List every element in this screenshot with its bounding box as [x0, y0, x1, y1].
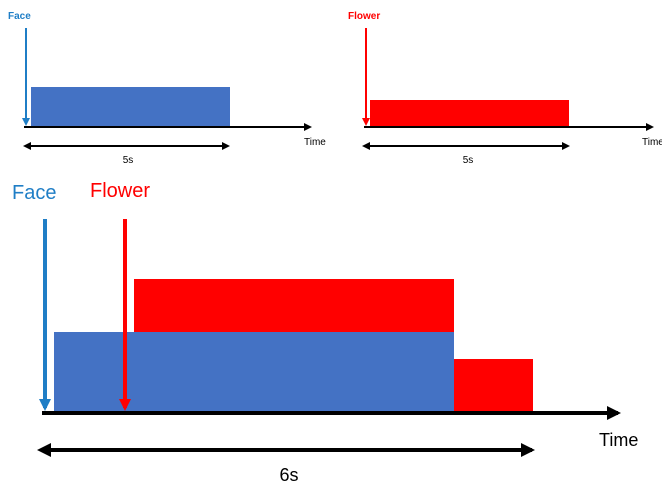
- duration-label: 6s: [279, 465, 298, 485]
- face-onset-label: Face: [12, 182, 56, 204]
- flower-stimulus-block: [370, 100, 569, 127]
- time-axis-label: Time: [304, 137, 326, 148]
- panel-face: Face Time 5s: [8, 11, 326, 166]
- flower-stimulus-tail: [454, 359, 533, 413]
- panel-combined: Face Flower Time 6s: [12, 180, 638, 485]
- panel-flower: Flower Time 5s: [348, 11, 662, 166]
- flower-stimulus-block: [134, 279, 454, 333]
- face-onset-label: Face: [8, 11, 31, 22]
- flower-onset-label: Flower: [348, 11, 380, 22]
- face-stimulus-block: [31, 87, 230, 127]
- time-axis-label: Time: [642, 137, 662, 148]
- face-stimulus-block: [54, 332, 454, 413]
- time-axis-label: Time: [599, 430, 638, 450]
- duration-label: 5s: [463, 155, 474, 166]
- duration-label: 5s: [123, 155, 134, 166]
- flower-onset-label: Flower: [90, 180, 150, 202]
